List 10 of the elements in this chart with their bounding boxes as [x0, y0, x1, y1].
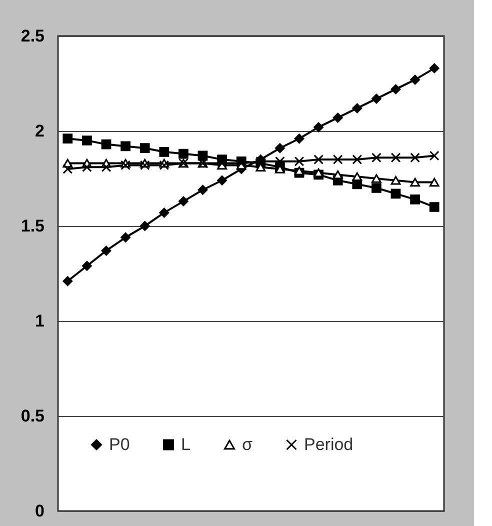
y-tick-label: 0.5: [20, 406, 44, 426]
legend-label: Period: [304, 434, 354, 454]
legend-label: P0: [109, 434, 130, 454]
y-tick-label: 1.5: [20, 216, 44, 236]
y-tick-label: 1: [35, 312, 44, 330]
legend-label: L: [181, 434, 190, 454]
y-tick-label: 2: [35, 122, 44, 140]
y-tick-label: 2.5: [20, 26, 44, 46]
legend-label: σ: [242, 434, 253, 454]
y-tick-label: 0: [35, 502, 44, 520]
